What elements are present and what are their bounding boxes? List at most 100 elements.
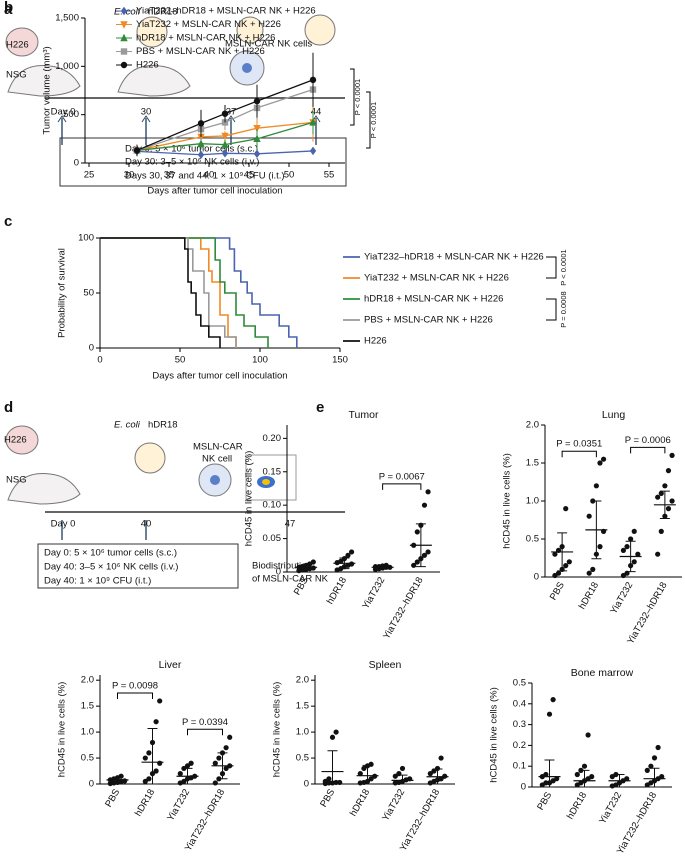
data-point bbox=[586, 570, 592, 576]
note: Day 30: 3–5 × 10⁶ NK cells (i.v.) bbox=[125, 157, 259, 168]
data-point bbox=[631, 528, 637, 535]
x-tick-label: 55 bbox=[324, 170, 335, 181]
x-tick-label: PBS bbox=[535, 790, 554, 812]
marker bbox=[309, 76, 317, 84]
x-tick-label: 50 bbox=[284, 170, 295, 181]
x-tick-label: YiaT232–hDR18 bbox=[381, 575, 425, 641]
data-point bbox=[554, 776, 560, 782]
data-point bbox=[589, 774, 595, 780]
y-tick-label: 0.10 bbox=[263, 500, 282, 511]
comparison-label: P < 0.0001 bbox=[559, 249, 568, 285]
data-point bbox=[338, 558, 344, 564]
legend-label: H226 bbox=[136, 60, 159, 71]
data-point bbox=[628, 536, 634, 542]
marker bbox=[253, 134, 261, 143]
data-point bbox=[563, 563, 569, 569]
x-tick-label: PBS bbox=[318, 787, 337, 809]
error-bar bbox=[217, 752, 228, 780]
day-label: Day 0 bbox=[51, 519, 76, 530]
day-label: Day 0 bbox=[51, 107, 76, 118]
bracket bbox=[546, 256, 557, 279]
data-point bbox=[585, 732, 591, 738]
y-tick-label: 2.0 bbox=[526, 420, 539, 431]
y-tick-label: 0.5 bbox=[296, 753, 309, 764]
data-point bbox=[188, 760, 194, 766]
data-point bbox=[427, 771, 433, 777]
data-point bbox=[223, 765, 229, 772]
tumor-label: H226 bbox=[6, 40, 29, 51]
x-tick-label: hDR18 bbox=[565, 790, 589, 821]
data-point bbox=[411, 562, 417, 568]
day-label: 44 bbox=[311, 107, 322, 118]
data-point bbox=[659, 774, 665, 780]
x-tick-label: PBS bbox=[548, 580, 567, 602]
y-tick-label: 1.0 bbox=[81, 727, 94, 738]
comparison-label: P = 0.0394 bbox=[182, 717, 228, 728]
data-point bbox=[651, 755, 658, 761]
nk-label: NK cell bbox=[202, 454, 232, 465]
note: Day 0: 5 × 10⁶ tumor cells (s.c.) bbox=[44, 548, 177, 559]
y-tick-label: 0.20 bbox=[263, 433, 282, 444]
x-tick-label: 100 bbox=[252, 355, 268, 366]
error-bar bbox=[625, 540, 636, 573]
data-point bbox=[635, 551, 641, 557]
y-tick-label: 0.3 bbox=[513, 719, 526, 730]
data-point bbox=[566, 559, 572, 565]
readout: of MSLN-CAR NK bbox=[252, 574, 329, 585]
data-point bbox=[597, 544, 603, 550]
data-point bbox=[383, 562, 389, 568]
y-tick-label: 1.5 bbox=[81, 701, 94, 712]
x-tick-label: hDR18 bbox=[133, 787, 157, 818]
legend-marker bbox=[120, 48, 128, 55]
marker bbox=[253, 97, 261, 105]
data-point bbox=[184, 763, 191, 769]
x-tick-label: hDR18 bbox=[348, 787, 372, 818]
y-axis-label: hCD45 in live cells (%) bbox=[502, 453, 513, 549]
data-point bbox=[644, 767, 650, 773]
bacteria-label: E. coli bbox=[114, 7, 141, 18]
data-point bbox=[177, 771, 183, 777]
panel-label: c bbox=[4, 213, 12, 230]
y-axis-label: Probability of survival bbox=[57, 248, 68, 338]
chart-title: Tumor bbox=[349, 409, 379, 421]
data-point bbox=[212, 780, 218, 786]
mouse-label: NSG bbox=[6, 475, 27, 486]
data-point bbox=[310, 565, 316, 571]
data-point bbox=[153, 719, 159, 725]
legend-label: H226 bbox=[364, 336, 387, 347]
note: Day 40: 1 × 10⁹ CFU (i.t.) bbox=[44, 576, 151, 587]
x-tick-label: 45 bbox=[244, 170, 255, 181]
mouse-label: NSG bbox=[6, 70, 27, 81]
y-tick-label: 0.5 bbox=[81, 753, 94, 764]
y-tick-label: 1.5 bbox=[526, 458, 539, 469]
panel-label: d bbox=[4, 399, 13, 416]
data-point bbox=[648, 763, 654, 769]
y-tick-label: 0.1 bbox=[513, 761, 526, 772]
data-point bbox=[421, 502, 428, 508]
data-point bbox=[181, 778, 187, 785]
data-point bbox=[543, 780, 549, 786]
y-axis-label: hCD45 in live cells (%) bbox=[244, 451, 255, 547]
y-tick-label: 1.5 bbox=[296, 701, 309, 712]
data-point bbox=[434, 765, 441, 772]
error-bar bbox=[415, 523, 426, 568]
y-tick-label: 0.5 bbox=[513, 678, 526, 689]
y-tick-label: 1.0 bbox=[296, 727, 309, 738]
nk-label: MSLN-CAR bbox=[193, 442, 243, 453]
data-point bbox=[326, 776, 332, 782]
bracket bbox=[366, 91, 371, 149]
data-point bbox=[552, 551, 558, 557]
legend-label: YiaT232–hDR18 + MSLN-CAR NK + H226 bbox=[136, 6, 316, 17]
data-point bbox=[658, 490, 664, 496]
y-tick-label: 0 bbox=[74, 158, 79, 169]
data-point bbox=[662, 483, 668, 489]
data-point bbox=[157, 698, 163, 704]
y-tick-label: 0 bbox=[304, 779, 309, 790]
data-point bbox=[310, 559, 316, 565]
x-tick-label: 50 bbox=[175, 355, 186, 366]
bacteria-label: E. coli bbox=[114, 420, 141, 431]
y-tick-label: 0 bbox=[521, 782, 526, 793]
data-point bbox=[227, 734, 233, 740]
data-point bbox=[600, 456, 607, 462]
error-bar bbox=[112, 776, 123, 783]
